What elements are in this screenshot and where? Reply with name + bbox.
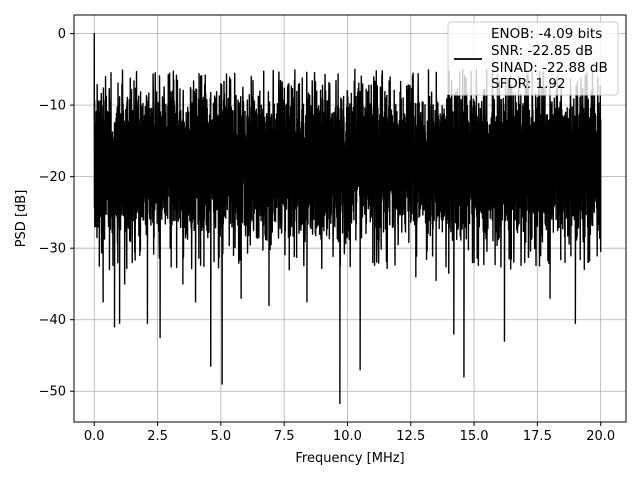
y-tick-label: −40: [39, 313, 66, 328]
x-tick-label: 2.5: [147, 429, 168, 444]
x-axis-label: Frequency [MHz]: [295, 451, 404, 466]
x-tick-label: 10.0: [333, 429, 362, 444]
x-tick-label: 15.0: [460, 429, 489, 444]
y-axis-label: PSD [dB]: [14, 190, 29, 248]
legend-enob-text: ENOB: -4.09 bits: [491, 26, 602, 42]
x-tick-label: 5.0: [211, 429, 232, 444]
x-tick-label: 12.5: [396, 429, 425, 444]
x-tick-label: 20.0: [586, 429, 615, 444]
legend: ENOB: -4.09 bits SNR: -22.85 dB SINAD: -…: [447, 21, 619, 96]
x-axis-ticks: 0.0 2.5 5.0 7.5 10.0 12.5 15.0 17.5 20.0: [84, 422, 615, 444]
y-tick-label: 0: [58, 27, 66, 42]
legend-sinad-text: SINAD: -22.88 dB: [491, 60, 608, 76]
legend-sfdr-text: SFDR: 1.92: [491, 76, 566, 92]
y-tick-label: −10: [39, 99, 66, 114]
legend-box: [447, 21, 619, 96]
y-tick-label: −50: [39, 385, 66, 400]
psd-series-line: [93, 32, 602, 405]
y-axis-ticks: 0 −10 −20 −30 −40 −50: [39, 27, 74, 400]
x-tick-label: 0.0: [84, 429, 105, 444]
y-tick-label: −30: [39, 242, 66, 257]
x-tick-label: 7.5: [274, 429, 295, 444]
plot-frame: [73, 14, 627, 423]
legend-snr-text: SNR: -22.85 dB: [491, 43, 593, 59]
psd-line: [93, 32, 602, 405]
x-tick-label: 17.5: [523, 429, 552, 444]
y-tick-label: −20: [39, 170, 66, 185]
